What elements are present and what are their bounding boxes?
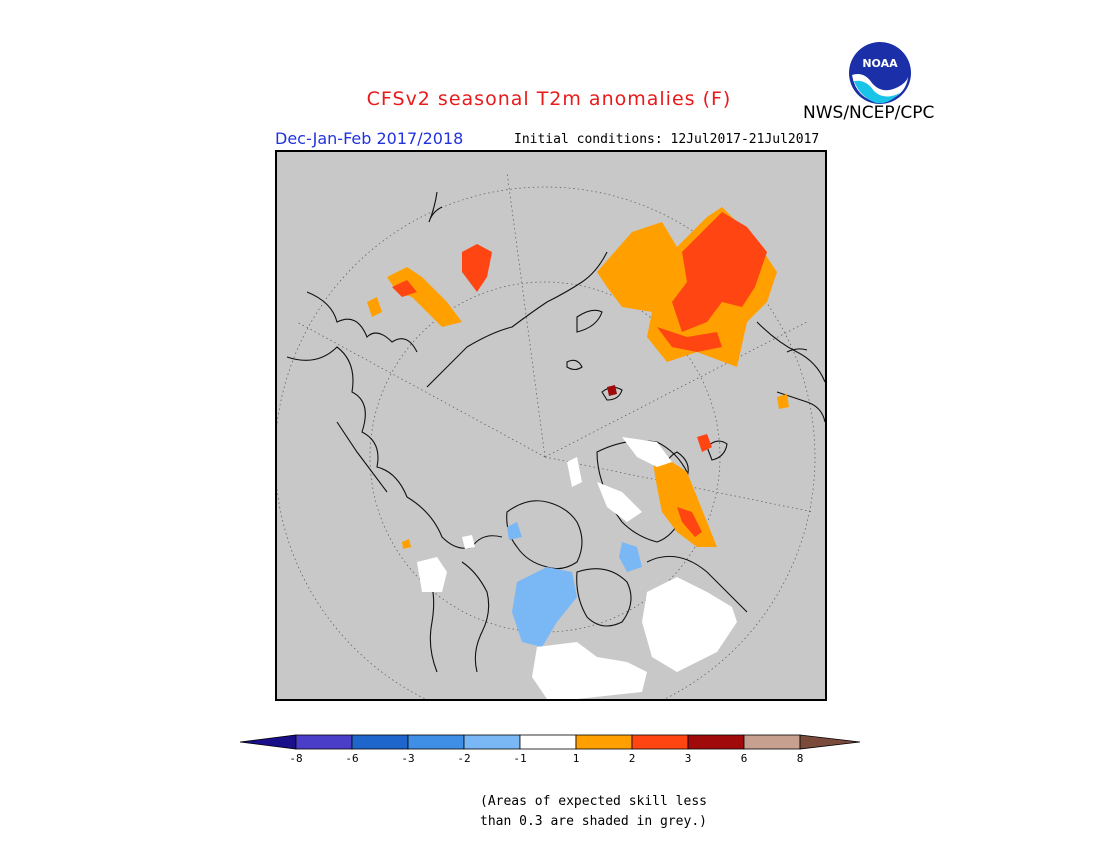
tick-label: -8 (289, 752, 303, 765)
tick-label: 6 (740, 752, 748, 765)
tick-label: -6 (345, 752, 359, 765)
season-label: Dec-Jan-Feb 2017/2018 (275, 129, 464, 148)
tick-label: 3 (684, 752, 692, 765)
skill-note-line: (Areas of expected skill less (480, 794, 707, 809)
svg-text:NOAA: NOAA (862, 57, 898, 70)
tick-label: -2 (457, 752, 471, 765)
initial-conditions-label: Initial conditions: 12Jul2017-21Jul2017 (514, 132, 820, 147)
color-scale-bar (240, 734, 861, 750)
skill-note: (Areas of expected skill less than 0.3 a… (480, 792, 780, 832)
tick-label: 1 (572, 752, 580, 765)
tick-label: -3 (401, 752, 415, 765)
tick-label: 8 (796, 752, 804, 765)
chart-title: CFSv2 seasonal T2m anomalies (F) (366, 88, 732, 110)
tick-label: 2 (628, 752, 636, 765)
org-label: NWS/NCEP/CPC (803, 103, 935, 123)
polar-map (275, 150, 827, 701)
noaa-logo: NOAA (849, 42, 911, 104)
skill-note-line: than 0.3 are shaded in grey.) (480, 814, 707, 829)
colorbar-cap-low (240, 734, 297, 750)
anomaly-regions (367, 207, 789, 699)
colorbar-cap-high (799, 734, 861, 750)
tick-label: -1 (513, 752, 527, 765)
map-canvas (277, 171, 825, 699)
